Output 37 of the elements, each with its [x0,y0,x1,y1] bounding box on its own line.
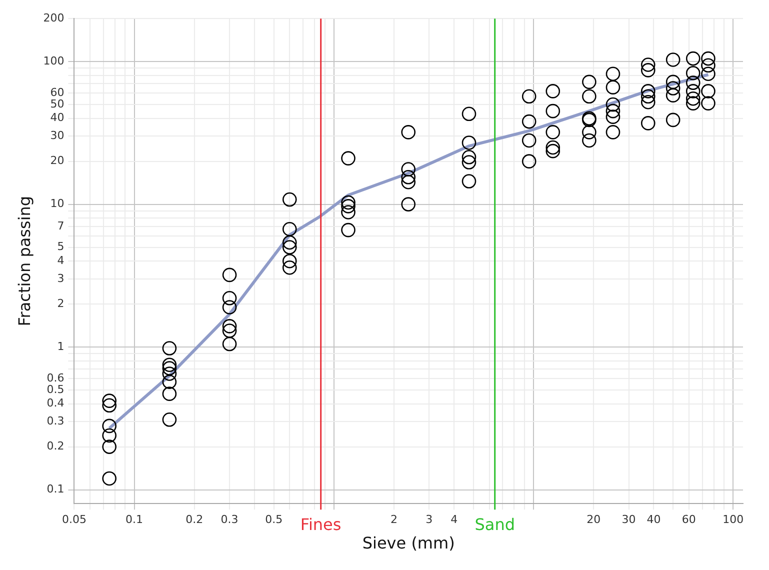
x-tick-label: 4 [450,513,458,526]
x-tick-label: 20 [586,513,601,526]
y-tick-label: 200 [43,11,64,24]
y-tick-label: 5 [57,240,64,254]
y-tick-label: 40 [50,111,64,124]
x-tick-label: 0.05 [62,513,86,526]
y-tick-label: 1 [57,340,64,353]
y-tick-label: 4 [57,254,64,267]
x-tick-label: 30 [622,513,636,526]
x-tick-label: 40 [646,513,661,526]
y-tick-label: 7 [57,219,64,232]
y-tick-label: 100 [43,54,64,68]
y-tick-label: 0.1 [46,482,64,496]
y-tick-label: 10 [50,197,64,210]
y-tick-label: 2 [57,296,64,310]
x-tick-label: 0.3 [220,513,238,526]
ref-line-label: Sand [474,514,515,534]
x-tick-label: 2 [390,513,398,526]
y-tick-label: 3 [57,272,64,285]
y-tick-label: 60 [50,86,64,100]
x-tick-label: 100 [722,513,744,526]
x-tick-label: 3 [426,513,433,526]
ref-line-label: Fines [300,514,342,534]
x-axis-title: Sieve (mm) [362,534,455,553]
x-tick-label: 0.1 [126,513,144,526]
y-tick-label: 20 [50,154,64,168]
x-tick-label: 0.2 [186,513,204,526]
y-tick-label: 50 [50,97,64,110]
y-tick-label: 0.4 [46,396,64,410]
y-tick-label: 0.5 [46,382,64,396]
y-axis-title: Fraction passing [14,196,34,326]
y-tick-label: 30 [50,129,64,142]
y-tick-label: 0.6 [46,372,64,385]
y-tick-label: 0.2 [46,440,64,453]
x-tick-label: 60 [682,513,696,526]
y-tick-label: 0.3 [46,414,64,428]
x-tick-label: 0.5 [265,513,283,526]
